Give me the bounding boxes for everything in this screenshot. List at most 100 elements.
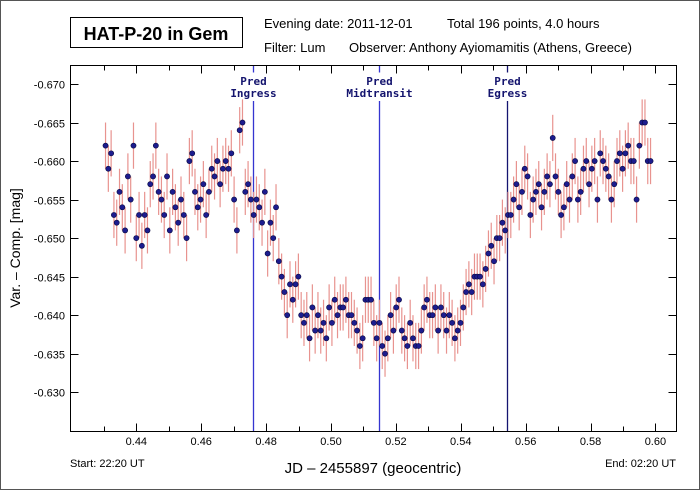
y-tick-label: -0.660	[34, 157, 65, 169]
data-point	[513, 181, 520, 188]
data-point	[236, 127, 243, 134]
data-point	[561, 204, 567, 211]
data-point	[622, 150, 629, 157]
y-tick-label: -0.665	[34, 119, 65, 131]
data-point	[127, 196, 134, 203]
data-point	[194, 204, 201, 211]
data-point	[359, 335, 366, 342]
data-point	[186, 158, 193, 164]
data-point	[175, 219, 182, 226]
data-point	[208, 165, 215, 172]
data-point	[558, 212, 565, 218]
data-point	[281, 289, 288, 295]
data-point	[630, 158, 637, 164]
data-point	[569, 173, 576, 180]
data-point	[384, 335, 391, 342]
data-point	[233, 227, 240, 234]
data-point	[398, 327, 405, 334]
data-point	[586, 181, 592, 188]
y-tick-label: -0.630	[34, 388, 65, 400]
data-point	[605, 173, 612, 180]
data-point	[278, 273, 285, 280]
data-point	[130, 142, 137, 149]
data-point	[214, 158, 221, 164]
observer-label: Observer: Anthony Ayiomamitis (Athens, G…	[349, 40, 632, 55]
data-point	[370, 319, 377, 326]
data-point	[432, 304, 439, 311]
data-point	[138, 242, 145, 249]
data-point	[379, 343, 386, 349]
data-point	[351, 319, 358, 326]
data-point	[231, 196, 238, 203]
data-point	[404, 343, 411, 349]
x-tick-label: 0.52	[385, 436, 406, 448]
data-point	[535, 181, 542, 188]
data-point	[600, 158, 606, 164]
data-point	[541, 188, 548, 195]
data-point	[544, 173, 551, 180]
data-point	[452, 335, 458, 342]
data-point	[356, 343, 363, 349]
data-point	[158, 196, 165, 203]
data-point	[566, 196, 573, 203]
data-point	[468, 289, 475, 295]
data-point	[287, 281, 293, 288]
data-point	[264, 250, 271, 257]
data-point	[105, 165, 112, 172]
data-point	[608, 196, 615, 203]
data-point	[625, 142, 632, 149]
x-tick-label: 0.48	[255, 436, 276, 448]
data-point	[292, 281, 299, 288]
data-point	[574, 196, 581, 203]
x-tick-label: 0.44	[126, 436, 147, 448]
data-point	[502, 227, 509, 234]
data-point	[580, 165, 587, 172]
data-point	[415, 343, 422, 349]
data-point	[108, 150, 115, 157]
data-point	[491, 258, 497, 265]
data-point	[250, 212, 257, 218]
data-point	[354, 327, 360, 334]
data-point	[133, 235, 140, 241]
data-point	[284, 312, 291, 319]
data-point	[323, 335, 330, 342]
data-point	[180, 212, 187, 218]
data-point	[482, 266, 489, 272]
x-tick-label: 0.46	[191, 436, 212, 448]
data-point	[438, 304, 444, 311]
data-point	[633, 196, 640, 203]
end-time: End: 02:20 UT	[605, 458, 676, 470]
axis-ticks: 0.44 0.46 0.48 0.50 0.52 0.54 0.56 0.58 0.60 -0.6…	[34, 65, 677, 448]
data-point	[172, 204, 179, 211]
data-point	[155, 188, 162, 195]
data-point	[572, 158, 578, 164]
data-point	[521, 165, 528, 172]
y-tick-label: -0.655	[34, 196, 65, 208]
data-point	[457, 319, 464, 326]
data-point	[496, 235, 503, 241]
y-tick-label: -0.670	[34, 80, 65, 92]
midtransit-label-line2: Midtransit	[346, 87, 412, 100]
data-point	[340, 304, 347, 311]
data-point	[530, 196, 537, 203]
data-point	[499, 219, 506, 226]
data-point	[303, 312, 310, 319]
data-point	[309, 304, 316, 311]
midtransit-label-line1: Pred	[366, 75, 393, 88]
filter-label: Filter: Lum	[264, 40, 325, 55]
data-point	[267, 219, 274, 226]
data-point	[435, 327, 442, 334]
data-point	[331, 296, 338, 303]
start-time: Start: 22:20 UT	[70, 458, 145, 470]
data-point	[119, 204, 126, 211]
data-point	[577, 188, 584, 195]
y-tick-label: -0.645	[34, 273, 65, 285]
y-tick-label: -0.635	[34, 350, 65, 362]
data-point	[602, 165, 609, 172]
data-point	[488, 242, 495, 249]
data-point	[429, 312, 436, 319]
data-point	[410, 335, 416, 342]
data-point	[588, 165, 595, 172]
data-point	[144, 227, 151, 234]
